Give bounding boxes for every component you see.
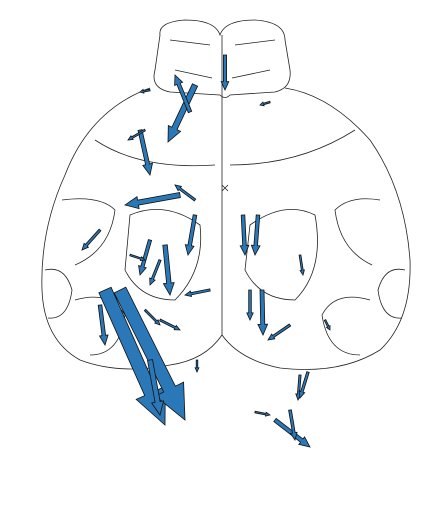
arrow <box>167 83 199 143</box>
arrow <box>259 100 271 107</box>
arrow <box>246 289 254 321</box>
arrow <box>298 254 305 276</box>
arrow <box>138 239 153 276</box>
arrow <box>273 417 311 448</box>
arrow <box>143 308 161 326</box>
arrow <box>147 359 165 416</box>
arrow <box>137 129 154 176</box>
arrow <box>124 192 181 210</box>
arrow <box>159 318 181 331</box>
arrow <box>97 304 109 346</box>
arrow <box>257 289 269 336</box>
arrow <box>139 88 151 94</box>
arrow <box>174 184 197 202</box>
arrow <box>288 409 298 441</box>
arrow <box>174 74 193 114</box>
arrow <box>220 54 230 91</box>
arrow <box>129 253 146 261</box>
arrow <box>184 214 198 256</box>
arrow <box>184 288 211 298</box>
arrow <box>113 286 186 421</box>
arrow <box>239 214 250 256</box>
arrow <box>162 244 175 296</box>
arrow <box>194 359 200 373</box>
arrow <box>250 214 261 256</box>
arrow <box>298 371 310 399</box>
arrow <box>98 286 166 426</box>
arrow-layer <box>81 54 331 448</box>
arrow <box>254 410 271 417</box>
arrow <box>81 228 102 251</box>
arrow <box>149 259 162 286</box>
arrow <box>323 319 331 331</box>
arrow <box>267 323 292 341</box>
arrow <box>127 128 146 141</box>
